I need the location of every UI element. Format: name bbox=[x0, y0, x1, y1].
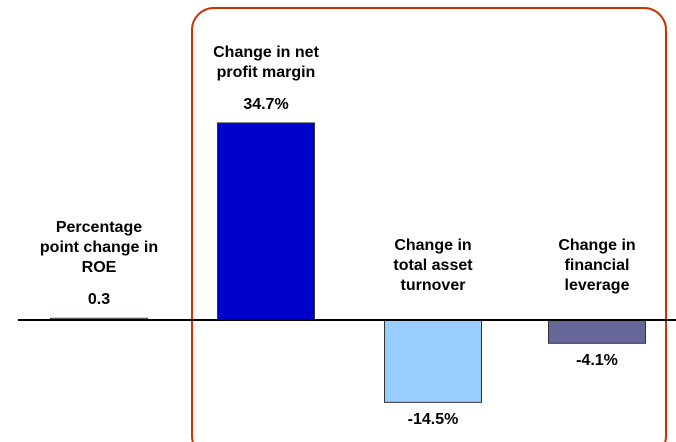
category-label: Percentage point change in ROE bbox=[39, 219, 159, 277]
value-label: 0.3 bbox=[87, 291, 111, 309]
value-label: -4.1% bbox=[576, 352, 618, 370]
bar bbox=[384, 319, 482, 403]
bar bbox=[217, 122, 315, 321]
category-label: Change in total asset turnover bbox=[393, 237, 473, 294]
value-label: 34.7% bbox=[243, 95, 289, 113]
bar bbox=[548, 319, 646, 344]
category-label: Change in net profit margin bbox=[213, 43, 319, 81]
highlight-frame bbox=[191, 7, 667, 442]
category-label: Change in financial leverage bbox=[558, 237, 636, 294]
value-label: -14.5% bbox=[407, 411, 459, 429]
